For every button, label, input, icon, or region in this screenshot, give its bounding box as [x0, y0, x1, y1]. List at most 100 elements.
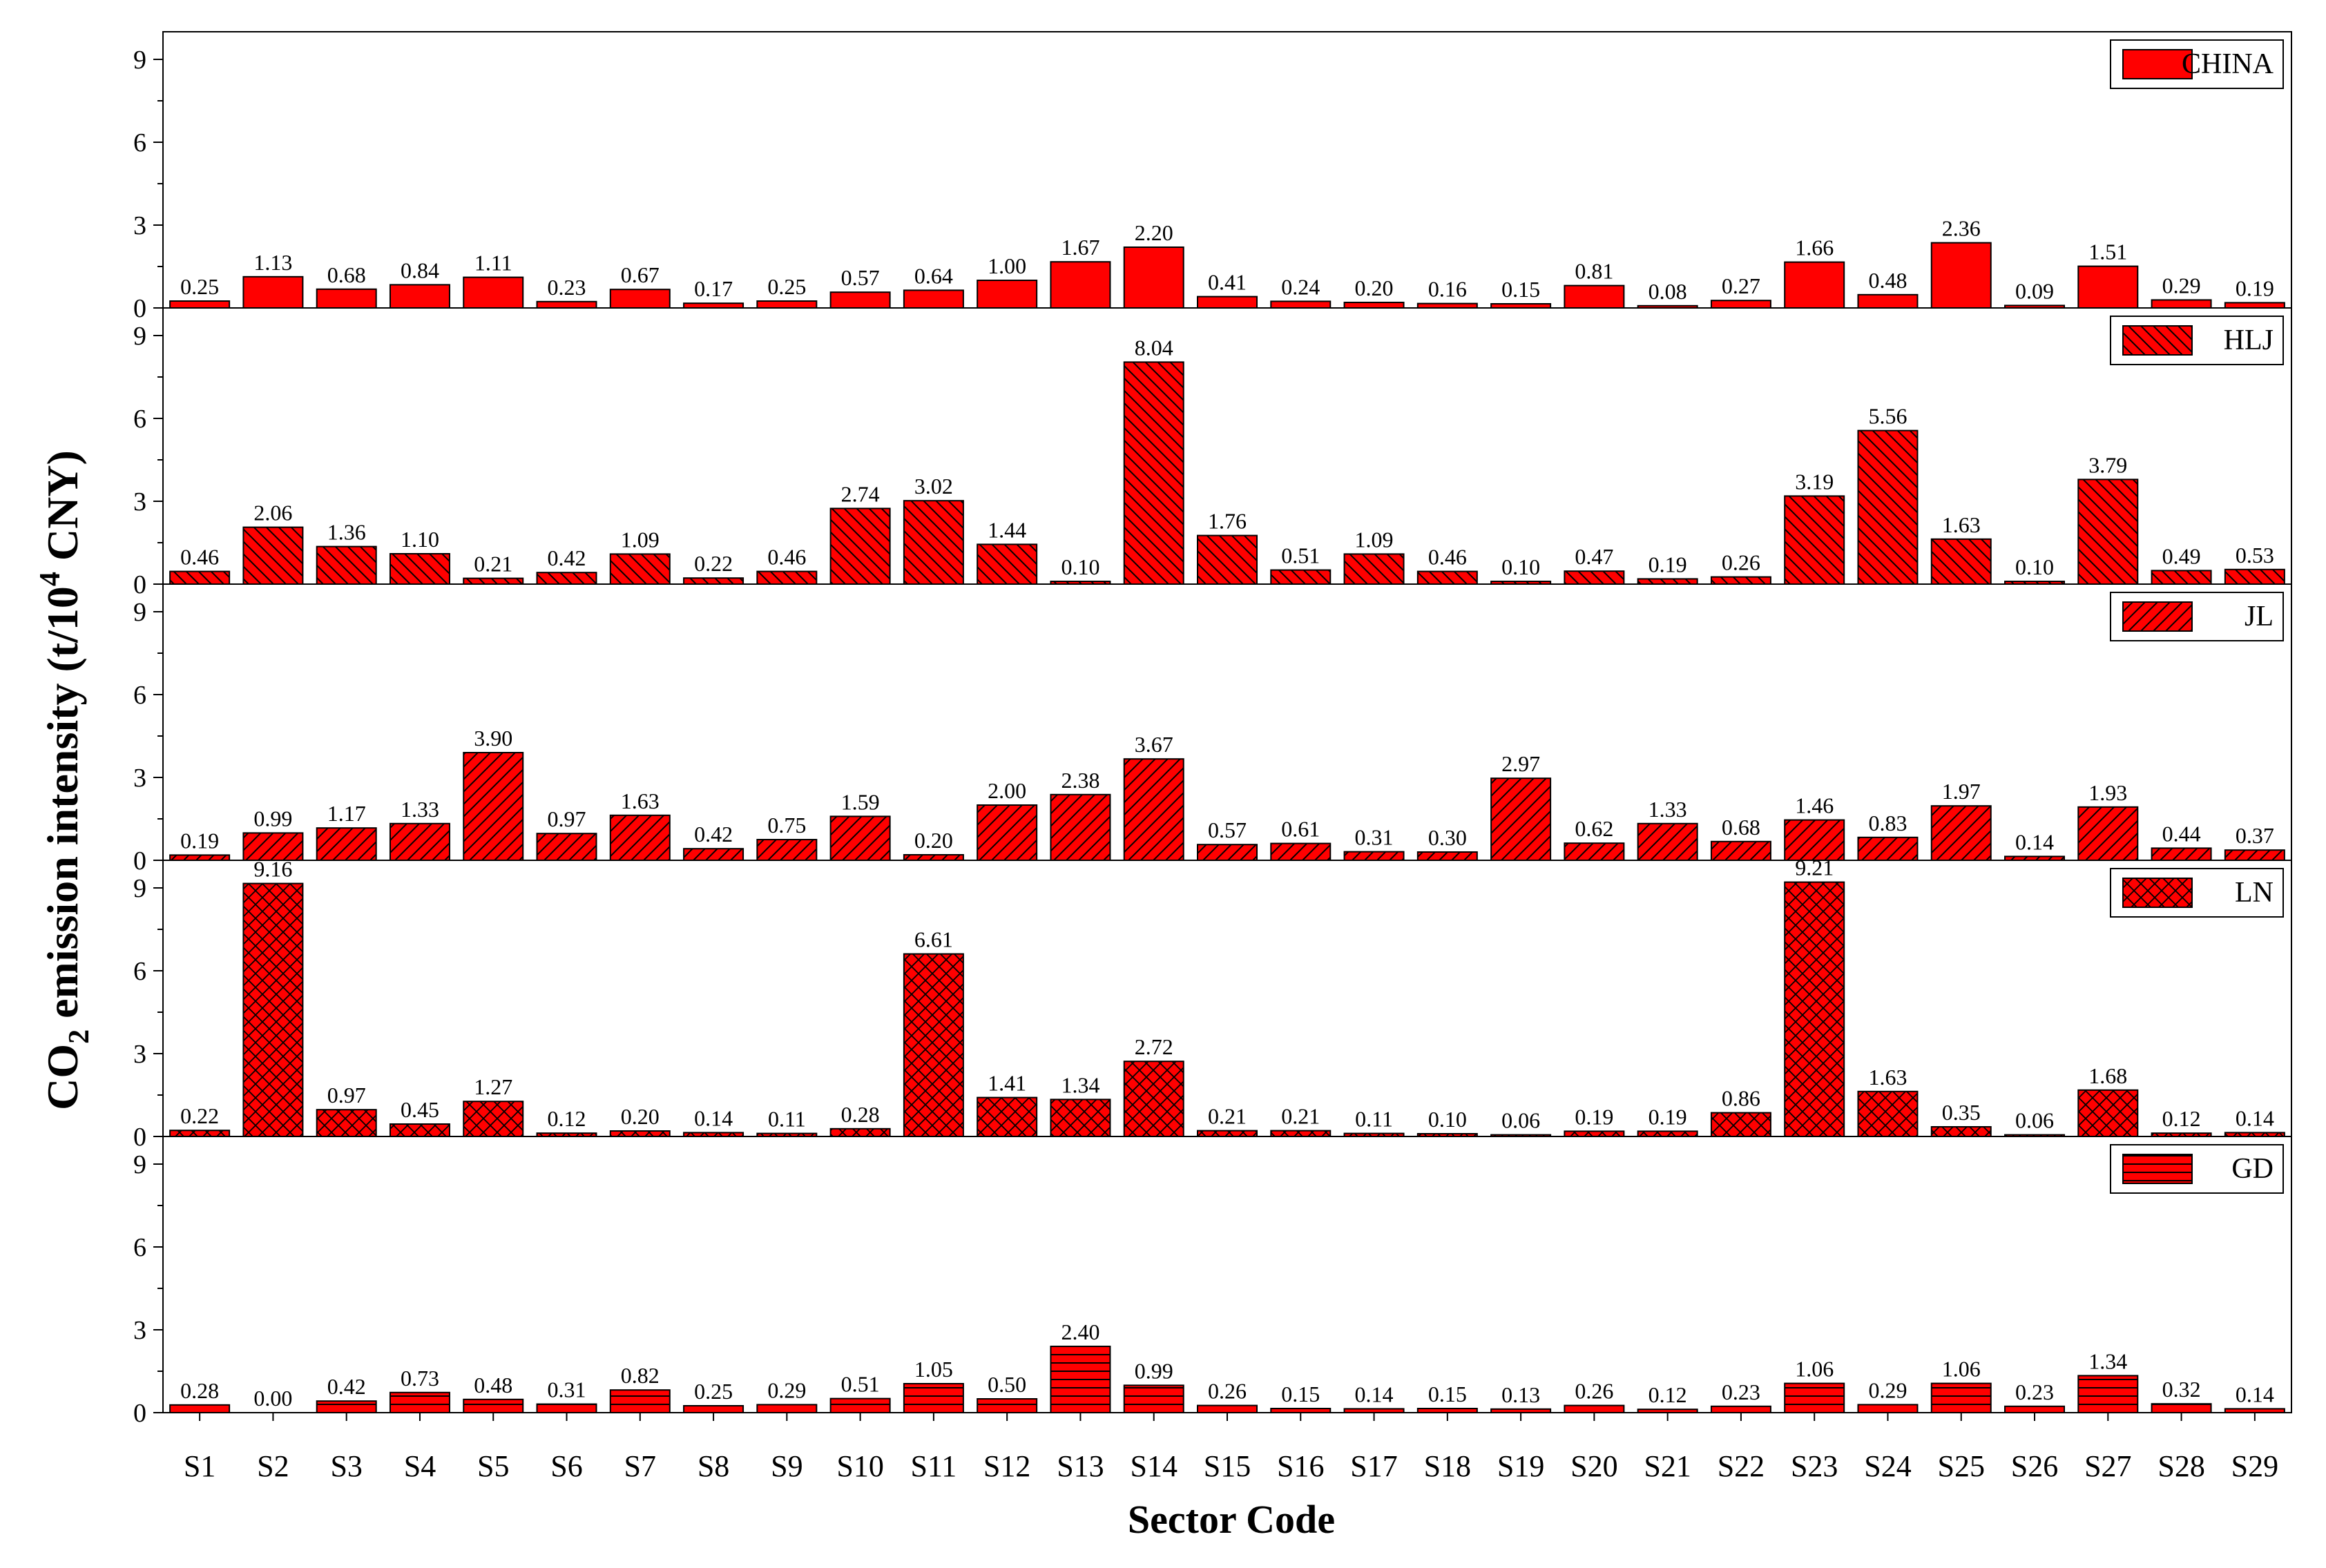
bar-value-label: 0.62 — [1575, 816, 1613, 841]
x-tick-label: S2 — [257, 1449, 289, 1483]
bar-value-label: 1.33 — [401, 797, 439, 822]
bar-value-label: 2.20 — [1135, 220, 1173, 245]
bar-value-label: 0.14 — [694, 1105, 733, 1130]
bar-value-label: 0.14 — [1355, 1382, 1394, 1406]
legend-label: LN — [2235, 877, 2274, 909]
bar-s24 — [1857, 293, 1919, 309]
bar-value-label: 1.34 — [1061, 1072, 1099, 1097]
bar-value-label: 2.72 — [1135, 1034, 1173, 1059]
bar-value-label: 0.22 — [180, 1103, 219, 1128]
x-tick-label: S20 — [1570, 1449, 1617, 1483]
bar-value-label: 2.06 — [253, 501, 292, 525]
bar-value-label: 0.20 — [1355, 275, 1394, 300]
bar-value-label: 0.28 — [841, 1102, 880, 1127]
x-tick-label: S17 — [1350, 1449, 1397, 1483]
legend-swatch — [2122, 1154, 2193, 1184]
bar-s15 — [1197, 1404, 1258, 1413]
bar-value-label: 0.64 — [914, 263, 953, 288]
legend-label: GD — [2231, 1153, 2274, 1185]
bar-value-label: 1.63 — [1942, 512, 1981, 537]
legend-swatch — [2122, 601, 2193, 632]
bar-value-label: 0.41 — [1208, 270, 1247, 295]
bar-s8 — [683, 848, 744, 861]
bar-s7 — [609, 1130, 671, 1137]
x-tick-label: S26 — [2011, 1449, 2058, 1483]
bar-value-label: 0.48 — [474, 1373, 512, 1397]
bar-s19 — [1490, 777, 1552, 861]
bar-s5 — [463, 1101, 524, 1137]
bar-value-label: 0.15 — [1281, 1382, 1320, 1406]
bar-value-label: 2.40 — [1061, 1319, 1099, 1344]
x-tick-label: S6 — [550, 1449, 582, 1483]
y-tick-label: 0 — [133, 294, 146, 323]
bar-value-label: 0.10 — [1061, 554, 1099, 579]
x-tick-label: S21 — [1644, 1449, 1691, 1483]
bar-s14 — [1123, 1061, 1184, 1137]
y-tick-label: 3 — [133, 1040, 146, 1069]
bar-value-label: 1.66 — [1795, 235, 1834, 260]
bar-s26 — [2004, 1405, 2066, 1414]
bar-s5 — [463, 276, 524, 309]
bar-s1 — [169, 1404, 231, 1414]
bar-s7 — [609, 814, 671, 862]
bar-s1 — [169, 854, 231, 862]
bar-value-label: 0.23 — [1722, 1380, 1760, 1404]
bar-s3 — [316, 288, 377, 309]
y-tick-label: 9 — [133, 1150, 146, 1179]
bar-value-label: 0.97 — [548, 806, 586, 831]
bar-value-label: 0.13 — [1501, 1382, 1540, 1407]
y-tick-label: 0 — [133, 570, 146, 599]
bar-s7 — [609, 1389, 671, 1413]
bar-s23 — [1784, 261, 1845, 309]
bar-s20 — [1564, 1130, 1625, 1138]
bar-value-label: 1.10 — [401, 527, 439, 552]
bar-value-label: 0.11 — [768, 1107, 806, 1132]
bar-value-label: 2.97 — [1501, 751, 1540, 776]
bar-value-label: 0.42 — [327, 1374, 366, 1399]
x-tick-label: S28 — [2157, 1449, 2204, 1483]
bar-s27 — [2077, 478, 2139, 585]
bar-value-label: 0.25 — [694, 1379, 733, 1404]
y-tick-label: 0 — [133, 1123, 146, 1152]
bar-value-label: 0.45 — [401, 1097, 439, 1122]
bar-value-label: 1.41 — [988, 1071, 1026, 1096]
bar-s2 — [242, 275, 304, 309]
x-tick-label: S11 — [910, 1449, 957, 1483]
bar-s11 — [903, 1383, 964, 1413]
bar-s25 — [1930, 538, 1992, 585]
y-tick-label: 3 — [133, 1316, 146, 1345]
bar-s27 — [2077, 1089, 2139, 1138]
legend-label: HLJ — [2224, 325, 2274, 356]
x-tick-label: S24 — [1864, 1449, 1911, 1483]
bar-value-label: 0.29 — [767, 1377, 806, 1402]
bar-s10 — [829, 1127, 891, 1138]
bar-value-label: 1.06 — [1795, 1357, 1834, 1382]
bar-s21 — [1637, 578, 1698, 585]
bar-s3 — [316, 545, 377, 585]
bar-value-label: 0.84 — [401, 258, 439, 282]
bar-s20 — [1564, 570, 1625, 585]
bar-value-label: 0.48 — [1868, 268, 1907, 293]
bar-s9 — [756, 300, 818, 309]
bar-value-label: 0.14 — [2236, 1382, 2274, 1406]
bar-s6 — [536, 833, 597, 861]
x-tick-label: S25 — [1938, 1449, 1985, 1483]
bar-value-label: 0.12 — [2162, 1106, 2201, 1131]
bar-s5 — [463, 752, 524, 861]
bar-s6 — [536, 300, 597, 309]
panel-gd: 0 3 6 9 0.28 0.00 0.42 0.73 0.48 0.31 0.82 0.25 0.29… — [133, 1136, 2292, 1428]
bar-value-label: 0.50 — [988, 1372, 1026, 1397]
panel-china: 0 3 6 9 0.25 1.13 0.68 0.84 1.11 0.23 0.67 0.17 0.25… — [133, 31, 2292, 323]
bar-s12 — [977, 543, 1038, 585]
bar-s29 — [2224, 568, 2285, 585]
x-tick-label: S9 — [771, 1449, 802, 1483]
x-tick-label: S23 — [1791, 1449, 1838, 1483]
bar-value-label: 0.15 — [1428, 1382, 1467, 1406]
bar-value-label: 0.14 — [2236, 1105, 2274, 1130]
x-tick-label: S22 — [1718, 1449, 1765, 1483]
bar-s29 — [2224, 1408, 2285, 1414]
bar-s11 — [903, 953, 964, 1137]
bar-s14 — [1123, 361, 1184, 585]
bar-s12 — [977, 1096, 1038, 1137]
